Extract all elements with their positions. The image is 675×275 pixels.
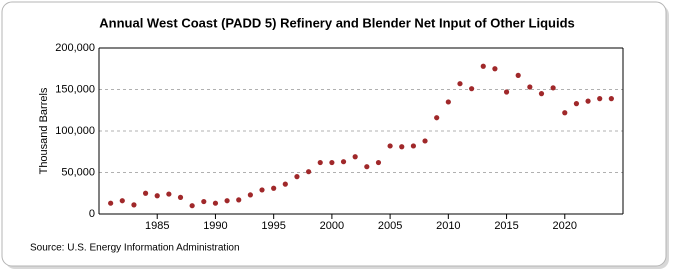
point: [177, 194, 184, 200]
point: [364, 164, 370, 170]
point: [562, 110, 568, 116]
point: [492, 66, 498, 72]
point: [422, 138, 428, 144]
point: [457, 81, 463, 87]
point: [236, 197, 242, 203]
point: [131, 202, 137, 208]
point: [224, 198, 230, 204]
point: [375, 159, 382, 166]
point: [329, 159, 335, 166]
source: Source: U.S. Energy Information Administ…: [30, 243, 240, 254]
x-tick-label: 1985: [145, 220, 169, 232]
point: [189, 203, 195, 209]
x-tick-label: 2010: [436, 220, 460, 232]
point: [142, 190, 149, 196]
point: [282, 181, 288, 187]
point: [259, 187, 265, 193]
frame: [1, 1, 667, 267]
point: [306, 169, 312, 175]
y-tick-label: 150,000: [55, 83, 95, 95]
point: [201, 198, 207, 205]
y-axis-label: Thousand Barrels: [38, 87, 50, 174]
point: [527, 84, 533, 90]
y-tick-label: 0: [89, 208, 95, 220]
point: [573, 101, 580, 107]
chart-title: Annual West Coast (PADD 5) Refinery and …: [99, 15, 575, 30]
point: [550, 85, 556, 91]
point: [317, 159, 323, 166]
y-tick-label: 200,000: [55, 42, 95, 54]
point: [294, 174, 300, 180]
point: [503, 89, 510, 95]
point: [247, 192, 253, 198]
point: [608, 96, 614, 102]
x-tick-label: 1990: [203, 220, 227, 232]
point: [434, 115, 440, 121]
point: [352, 154, 358, 160]
point: [271, 185, 277, 191]
x-tick-label: 2015: [494, 220, 518, 232]
point: [387, 143, 393, 149]
point: [585, 98, 591, 104]
point: [445, 99, 451, 105]
point: [515, 72, 521, 78]
point: [154, 193, 160, 199]
point: [597, 96, 603, 102]
y-tick-label: 100,000: [55, 125, 95, 137]
point: [340, 159, 347, 165]
x-tick-label: 2020: [553, 220, 577, 232]
point: [538, 91, 545, 97]
point: [212, 200, 219, 206]
point: [166, 191, 172, 197]
y-tick-label: 50,000: [61, 166, 95, 178]
x-tick-label: 1995: [261, 220, 285, 232]
x-tick-label: 2000: [320, 220, 344, 232]
point: [399, 144, 405, 150]
point: [410, 143, 416, 149]
point: [469, 86, 475, 92]
point: [480, 63, 486, 69]
point: [108, 200, 114, 206]
x-tick-label: 2005: [378, 220, 402, 232]
point: [119, 198, 125, 204]
